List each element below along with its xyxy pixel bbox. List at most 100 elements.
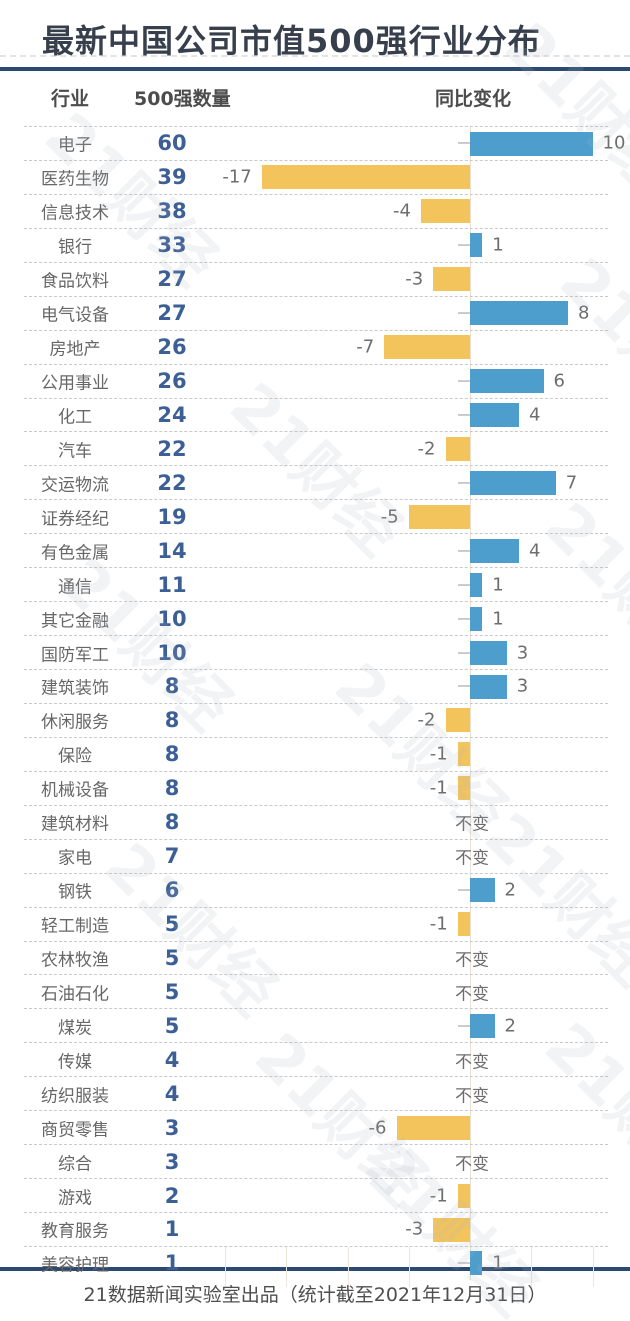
axis-tick — [458, 651, 470, 654]
industry-label: 美容护理 — [41, 1255, 109, 1276]
change-bar-positive — [470, 878, 495, 903]
industry-label: 医药生物 — [41, 169, 109, 190]
industry-label: 汽车 — [58, 441, 92, 462]
industry-label: 休闲服务 — [41, 712, 109, 733]
count-value: 19 — [157, 504, 187, 529]
change-bar-negative — [384, 335, 470, 360]
table-row: 钢铁 6 2 — [24, 872, 608, 907]
axis-gridline-tick — [225, 1246, 226, 1287]
table-row: 教育服务 1 -3 — [24, 1212, 608, 1246]
table-row: 信息技术 38 -4 — [24, 193, 608, 228]
header-dashed-divider — [0, 55, 630, 57]
axis-tick — [458, 413, 470, 416]
count-value: 38 — [157, 199, 187, 224]
change-value: 1 — [492, 234, 504, 256]
change-value: 4 — [529, 540, 541, 562]
page-title: 最新中国公司市值500强行业分布 — [42, 22, 541, 60]
axis-gridline-tick — [347, 1246, 349, 1287]
change-bar-positive — [470, 470, 556, 495]
table-row: 商贸零售 3 -6 — [24, 1110, 608, 1144]
count-value: 24 — [157, 402, 187, 427]
change-value: 4 — [529, 404, 541, 426]
table-row: 电子 60 10 — [24, 126, 625, 160]
change-no-change: 不变 — [455, 950, 489, 971]
count-value: 1 — [164, 1251, 180, 1276]
count-value: 27 — [157, 301, 187, 326]
change-bar-positive — [470, 674, 507, 699]
industry-label: 石油石化 — [41, 984, 109, 1005]
table-row: 石油石化 5 不变 — [24, 974, 608, 1008]
count-value: 22 — [157, 436, 187, 461]
industry-label: 通信 — [58, 577, 92, 598]
change-value: -2 — [417, 438, 436, 460]
change-bar-positive — [470, 301, 568, 326]
table-row: 电气设备 27 8 — [24, 295, 608, 330]
change-bar-negative — [457, 1183, 470, 1208]
count-value: 14 — [157, 538, 187, 563]
industry-label: 信息技术 — [41, 203, 109, 224]
count-value: 5 — [164, 912, 180, 937]
change-value: 6 — [553, 370, 565, 392]
change-bar-negative — [445, 436, 470, 461]
change-value: 2 — [504, 879, 516, 901]
table-row: 游戏 2 -1 — [24, 1178, 608, 1212]
count-value: 10 — [157, 640, 187, 665]
count-value: 39 — [157, 165, 187, 190]
axis-tick — [458, 549, 470, 552]
axis-tick — [458, 312, 470, 315]
industry-label: 农林牧渔 — [41, 950, 109, 971]
industry-label: 机械设备 — [41, 780, 109, 801]
count-value: 5 — [164, 1013, 180, 1038]
change-bar-positive — [470, 606, 483, 631]
count-value: 1 — [164, 1217, 180, 1242]
count-value: 26 — [157, 335, 187, 360]
industry-label: 商贸零售 — [41, 1120, 109, 1141]
change-value: -1 — [429, 777, 448, 799]
table-row: 食品饮料 27 -3 — [24, 261, 608, 296]
count-value: 4 — [164, 1047, 180, 1072]
change-bar-negative — [457, 742, 470, 767]
change-bar-positive — [470, 1013, 495, 1038]
count-value: 3 — [164, 1115, 180, 1140]
axis-tick — [458, 1262, 470, 1265]
table-row: 煤炭 5 2 — [24, 1008, 608, 1042]
industry-label: 食品饮料 — [41, 271, 109, 292]
industry-label: 有色金属 — [41, 543, 109, 564]
table-row: 综合 3 不变 — [24, 1144, 608, 1178]
table-row: 化工 24 4 — [24, 397, 608, 432]
table-row: 交运物流 22 7 — [24, 465, 608, 499]
change-value: -1 — [429, 1185, 448, 1207]
industry-label: 公用事业 — [41, 373, 109, 394]
table-row: 纺织服装 4 不变 — [24, 1076, 608, 1110]
axis-gridline-tick — [592, 1246, 594, 1287]
footer-rule — [0, 1267, 630, 1271]
change-bar-positive — [470, 1251, 483, 1276]
table-row: 建筑材料 8 不变 — [24, 804, 608, 839]
industry-label: 交运物流 — [41, 475, 109, 496]
table-row: 医药生物 39 -17 — [24, 159, 608, 194]
industry-label: 保险 — [58, 746, 92, 767]
axis-gridline-tick — [286, 1246, 288, 1287]
count-value: 5 — [164, 945, 180, 970]
count-value: 8 — [164, 708, 180, 733]
change-value: -1 — [429, 743, 448, 765]
change-value: -17 — [222, 166, 252, 188]
change-value: 2 — [504, 1015, 516, 1037]
change-bar-negative — [408, 504, 470, 529]
axis-gridline-tick — [531, 1246, 533, 1287]
industry-label: 家电 — [58, 848, 92, 869]
industry-label: 化工 — [58, 407, 92, 428]
industry-label: 游戏 — [58, 1188, 92, 1209]
count-value: 8 — [164, 810, 180, 835]
count-value: 60 — [157, 131, 187, 156]
change-bar-positive — [470, 131, 593, 156]
axis-tick — [458, 889, 470, 892]
industry-label: 教育服务 — [41, 1221, 109, 1242]
industry-label: 轻工制造 — [41, 916, 109, 937]
title-underline — [0, 67, 630, 71]
count-value: 8 — [164, 776, 180, 801]
axis-tick — [458, 685, 470, 688]
change-value: 1 — [492, 1252, 504, 1274]
table-row: 银行 33 1 — [24, 227, 608, 262]
